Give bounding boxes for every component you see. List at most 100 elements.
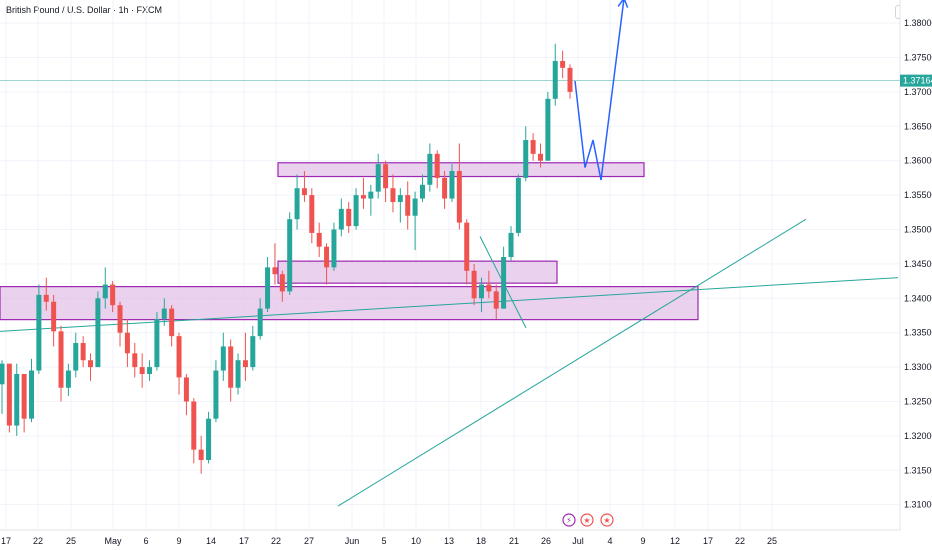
candle-body (220, 346, 226, 371)
candle-body (390, 188, 396, 202)
candle-body (508, 232, 514, 258)
candle-body (132, 353, 138, 368)
candle-body (124, 332, 130, 354)
candle-body (80, 343, 86, 361)
time-tick-label: 12 (670, 536, 680, 546)
candle-body (250, 336, 256, 368)
price-tick-label: 1.31000 (904, 500, 932, 510)
time-tick-label: 22 (735, 536, 745, 546)
candle-body (375, 164, 381, 192)
candle-body (176, 336, 182, 378)
candle-body (368, 191, 374, 199)
flash-event-icon-glyph: ⚡ (566, 516, 572, 525)
price-axis-bg (900, 0, 932, 550)
time-tick-label: 9 (640, 536, 645, 546)
time-tick-label: 25 (66, 536, 76, 546)
candle-body (36, 294, 42, 371)
candle-body (198, 449, 204, 460)
candle-body (58, 331, 64, 388)
time-axis[interactable]: 17 22 25 May 6 9 14 17 22 27 Jun 5 10 13 18 21 26 Jul 4 9 12… (0, 529, 932, 550)
candle-body (515, 177, 521, 233)
time-tick-label: 25 (767, 536, 777, 546)
candle-body (427, 153, 433, 185)
candle-body (169, 308, 175, 337)
time-tick-label: 26 (541, 536, 551, 546)
candle-body (493, 291, 499, 309)
time-tick-label: 14 (206, 536, 216, 546)
candle-body (316, 232, 322, 247)
current-price-badge (900, 74, 932, 87)
price-tick-label: 1.36500 (904, 121, 932, 131)
candle-body (88, 360, 94, 368)
candle-body (456, 171, 462, 223)
us-flag-event-icon (600, 513, 614, 527)
price-tick-label: 1.31500 (904, 465, 932, 475)
candle-body (383, 164, 389, 189)
candle-body (405, 195, 411, 216)
candle-body (51, 301, 57, 332)
trendline (0, 277, 899, 332)
price-axis[interactable]: 1.38000 1.37500 1.37000 1.36500 1.36000 1.355… (899, 0, 932, 550)
price-tick-label: 1.35500 (904, 190, 932, 200)
time-tick-label: 22 (33, 536, 43, 546)
candle-body (471, 270, 477, 299)
candle-body (228, 346, 234, 388)
candle-body (161, 308, 167, 319)
flash-event-icon (562, 513, 576, 527)
candle-body (412, 198, 418, 216)
candle-body (419, 184, 425, 199)
candle-body (65, 370, 71, 388)
price-tick-label: 1.33000 (904, 362, 932, 372)
support-zone (0, 286, 699, 321)
time-tick-label: 10 (411, 536, 421, 546)
time-tick-label: 21 (509, 536, 519, 546)
candle-body (486, 284, 492, 292)
candle-body (287, 219, 293, 292)
candle-body (279, 274, 285, 292)
candle-body (154, 318, 160, 368)
candle-body (102, 284, 108, 299)
current-price-label: 1.37164 (903, 76, 932, 86)
trendline (337, 218, 807, 507)
candle-body (442, 177, 448, 199)
candle-body (353, 195, 359, 227)
candle-body (449, 171, 455, 199)
price-tick-label: 1.32000 (904, 431, 932, 441)
price-tick-label: 1.38000 (904, 18, 932, 28)
us-flag-event-icon-glyph: ★ (583, 516, 590, 525)
candle-body (464, 222, 470, 271)
projection-layer (574, 0, 629, 181)
price-tick-label: 1.33500 (904, 328, 932, 338)
candle-body (21, 373, 27, 419)
zones-layer (0, 0, 900, 530)
time-tick-label: 22 (271, 536, 281, 546)
candle-body (43, 294, 49, 302)
chart-title: British Pound / U.S. Dollar · 1h · FXCM (6, 5, 163, 15)
candle-body (478, 284, 484, 299)
candle-body (0, 363, 5, 385)
time-tick-label: 9 (176, 536, 181, 546)
events-layer[interactable]: ⚡ ★ ★ (562, 513, 614, 527)
candle-body (537, 153, 543, 161)
time-tick-label: 6 (143, 536, 148, 546)
candle-body (272, 267, 278, 275)
us-flag-event-icon (580, 513, 594, 527)
time-tick-label: Jul (572, 536, 584, 546)
time-tick-label: 18 (476, 536, 486, 546)
candle-body (523, 140, 529, 178)
candles-layer (0, 43, 573, 474)
time-tick-label: May (104, 536, 122, 546)
time-tick-label: 27 (304, 536, 314, 546)
time-tick-label: Jun (345, 536, 360, 546)
time-tick-label: 4 (607, 536, 612, 546)
candle-body (235, 360, 241, 388)
price-tick-label: 1.35000 (904, 225, 932, 235)
support-zone (277, 260, 558, 284)
candle-body (552, 60, 558, 99)
price-tick-label: 1.36000 (904, 156, 932, 166)
projection-path (574, 0, 625, 181)
candle-body (6, 363, 12, 426)
candle-body (346, 208, 352, 227)
candle-body (257, 308, 263, 337)
